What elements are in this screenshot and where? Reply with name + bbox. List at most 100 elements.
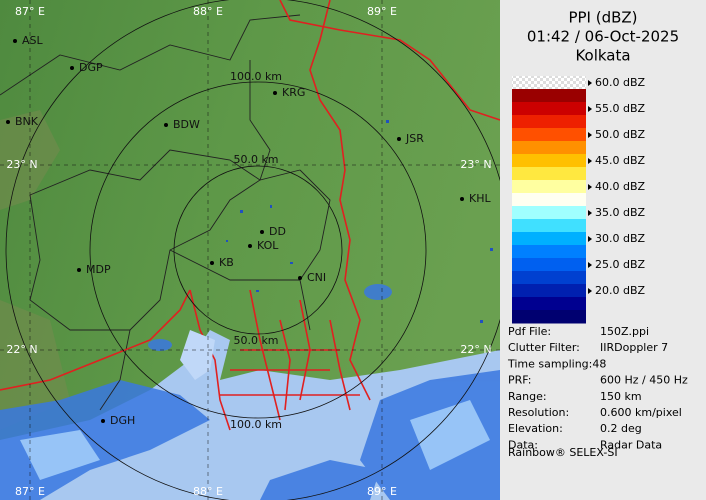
info-key: Resolution:	[508, 406, 569, 419]
range-label: 100.0 km	[230, 70, 282, 83]
place-dot	[101, 419, 105, 423]
place-label: KB	[219, 256, 234, 269]
legend-swatch	[512, 206, 586, 220]
legend-swatch	[512, 154, 586, 168]
graticule	[0, 0, 500, 500]
range-label: 50.0 km	[233, 153, 278, 166]
legend-label: 20.0 dBZ	[595, 284, 646, 297]
legend-label: 50.0 dBZ	[595, 128, 646, 141]
longitude-label: 87° E	[15, 485, 45, 498]
legend-swatch	[512, 193, 586, 207]
longitude-label: 89° E	[367, 485, 397, 498]
info-key: Clutter Filter:	[508, 341, 580, 354]
place-label: DGP	[79, 61, 103, 74]
legend-swatch	[512, 115, 586, 129]
legend-arrow	[588, 106, 592, 112]
info-value: 150 km	[600, 390, 642, 403]
latitude-label: 23° N	[6, 158, 37, 171]
info-key: Time sampling:48	[507, 357, 606, 370]
place-label: DGH	[110, 414, 135, 427]
place-dot	[248, 244, 252, 248]
info-key: Pdf File:	[508, 325, 551, 338]
info-value: Radar Data	[600, 438, 662, 451]
map-labels: 87° E 87° E 88° E 88° E 89° E 89° E 23° N 23° N…	[6, 5, 492, 498]
legend-swatch	[512, 102, 586, 116]
legend-label: 25.0 dBZ	[595, 258, 646, 271]
longitude-label: 87° E	[15, 5, 45, 18]
footer: Rainbow® SELEX-SI	[508, 446, 618, 459]
legend-swatch	[512, 180, 586, 194]
legend-arrow	[588, 184, 592, 190]
legend-swatch	[512, 271, 586, 285]
legend-swatch	[512, 284, 586, 298]
latitude-label: 22° N	[6, 343, 37, 356]
legend-arrow	[588, 132, 592, 138]
legend-swatch	[512, 258, 586, 272]
light-rain	[20, 400, 490, 480]
panel-time: 01:42 / 06-Oct-2025	[527, 28, 679, 46]
longitude-label: 88° E	[193, 5, 223, 18]
place-label: BNK	[15, 115, 39, 128]
info-key: Elevation:	[508, 422, 563, 435]
panel-title: PPI (dBZ)	[568, 9, 637, 27]
range-label: 100.0 km	[230, 418, 282, 431]
place-dot	[210, 261, 214, 265]
place-label: MDP	[86, 263, 111, 276]
legend-swatch	[512, 310, 586, 324]
range-label: 50.0 km	[233, 334, 278, 347]
legend-swatch	[512, 219, 586, 233]
info-key: Range:	[508, 390, 547, 403]
place-label: KHL	[469, 192, 491, 205]
info-value: IIRDoppler 7	[600, 341, 668, 354]
district-boundaries	[0, 14, 331, 411]
place-label: ASL	[22, 34, 44, 47]
place-dot	[6, 120, 10, 124]
latitude-label: 22° N	[460, 343, 491, 356]
range-rings	[5, 0, 500, 500]
place-dot	[260, 230, 264, 234]
legend-label: 40.0 dBZ	[595, 180, 646, 193]
legend-arrow	[588, 80, 592, 86]
legend-label: 30.0 dBZ	[595, 232, 646, 245]
legend-swatch	[512, 245, 586, 259]
legend-arrow	[588, 262, 592, 268]
place-label: DD	[269, 225, 286, 238]
legend-arrow	[588, 236, 592, 242]
place-dot	[70, 66, 74, 70]
legend-swatch	[512, 297, 586, 311]
legend-arrow	[588, 288, 592, 294]
place-dot	[13, 39, 17, 43]
legend-label: 60.0 dBZ	[595, 76, 646, 89]
legend-label: 35.0 dBZ	[595, 206, 646, 219]
place-label: CNI	[307, 271, 326, 284]
legend-swatch	[512, 167, 586, 181]
place-dot	[77, 268, 81, 272]
info-value: 150Z.ppi	[600, 325, 649, 338]
place-dot	[273, 91, 277, 95]
place-dot	[164, 123, 168, 127]
info-key: Data:	[508, 438, 538, 451]
info-value: 0.2 deg	[600, 422, 642, 435]
longitude-label: 89° E	[367, 5, 397, 18]
place-dot	[298, 276, 302, 280]
place-dot	[397, 137, 401, 141]
legend-arrow	[588, 210, 592, 216]
latitude-label: 23° N	[460, 158, 491, 171]
panel-location: Kolkata	[575, 47, 630, 65]
longitude-label: 88° E	[193, 485, 223, 498]
info-key: PRF:	[508, 374, 531, 387]
legend-swatch	[512, 141, 586, 155]
info-value: 0.600 km/pixel	[600, 406, 682, 419]
legend-arrow	[588, 158, 592, 164]
place-dot	[460, 197, 464, 201]
legend-swatch	[512, 232, 586, 246]
legend-swatch	[512, 128, 586, 142]
color-legend: 60.0 dBZ 55.0 dBZ 50.0 dBZ 45.0 dBZ 40.0 dBZ…	[512, 76, 646, 324]
place-label: KOL	[257, 239, 279, 252]
info-value: 600 Hz / 450 Hz	[600, 374, 688, 387]
estuary	[180, 330, 215, 380]
legend-label: 45.0 dBZ	[595, 154, 646, 167]
info-table: Pdf File: 150Z.ppi Clutter Filter: IIRDoppl…	[507, 325, 688, 451]
